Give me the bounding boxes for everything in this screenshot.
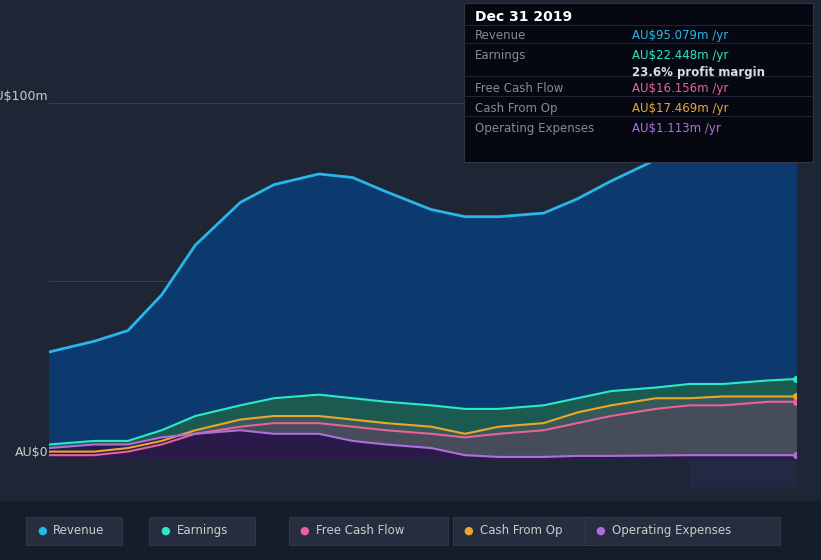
Bar bbox=[690, 67, 796, 487]
Text: AU$17.469m /yr: AU$17.469m /yr bbox=[632, 102, 729, 115]
Text: ●: ● bbox=[595, 526, 605, 536]
Text: Earnings: Earnings bbox=[475, 49, 526, 62]
Text: ●: ● bbox=[464, 526, 474, 536]
Text: Cash From Op: Cash From Op bbox=[475, 102, 557, 115]
Text: Dec 31 2019: Dec 31 2019 bbox=[475, 10, 571, 24]
Text: Free Cash Flow: Free Cash Flow bbox=[316, 524, 405, 538]
Text: AU$22.448m /yr: AU$22.448m /yr bbox=[632, 49, 728, 62]
Text: Operating Expenses: Operating Expenses bbox=[475, 122, 594, 135]
Text: ●: ● bbox=[37, 526, 47, 536]
Text: AU$95.079m /yr: AU$95.079m /yr bbox=[632, 29, 728, 42]
Text: AU$0: AU$0 bbox=[15, 446, 48, 459]
Text: Revenue: Revenue bbox=[53, 524, 105, 538]
Text: Cash From Op: Cash From Op bbox=[480, 524, 562, 538]
Text: Revenue: Revenue bbox=[475, 29, 526, 42]
Text: Free Cash Flow: Free Cash Flow bbox=[475, 82, 563, 95]
Text: AU$1.113m /yr: AU$1.113m /yr bbox=[632, 122, 721, 135]
Text: ●: ● bbox=[160, 526, 170, 536]
Text: Earnings: Earnings bbox=[177, 524, 228, 538]
Text: Operating Expenses: Operating Expenses bbox=[612, 524, 731, 538]
Text: AU$16.156m /yr: AU$16.156m /yr bbox=[632, 82, 728, 95]
Text: AU$100m: AU$100m bbox=[0, 90, 48, 103]
Text: 23.6% profit margin: 23.6% profit margin bbox=[632, 66, 765, 78]
Text: ●: ● bbox=[300, 526, 310, 536]
